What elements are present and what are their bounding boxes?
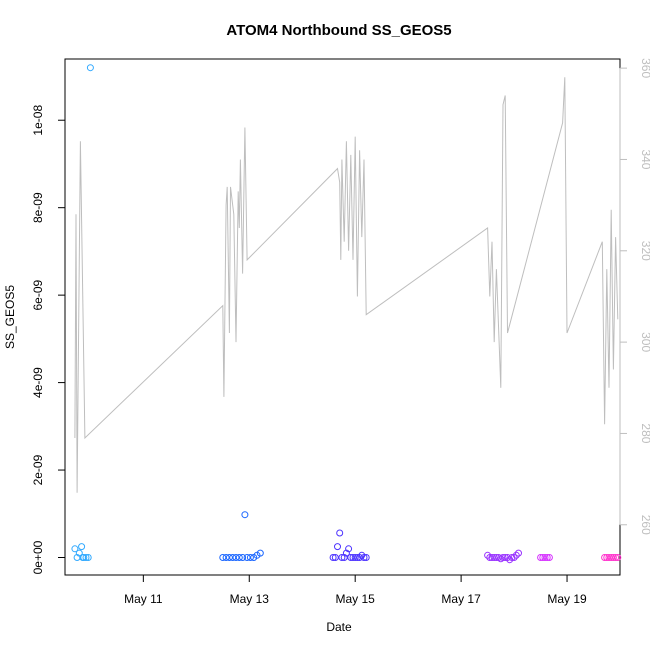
data-point: [331, 554, 339, 561]
data-point: [219, 554, 227, 561]
data-point: [484, 551, 492, 559]
data-point: [492, 554, 500, 561]
data-point: [609, 554, 617, 561]
data-point: [239, 554, 247, 561]
y-tick-label: 1e-08: [31, 105, 45, 136]
data-point: [356, 554, 364, 561]
right-y-tick-label: 320: [639, 241, 650, 261]
data-point: [607, 554, 615, 561]
data-point: [515, 549, 522, 557]
scatter-series: [71, 64, 622, 564]
data-point: [486, 554, 494, 561]
data-point: [508, 554, 516, 561]
data-point: [241, 511, 249, 519]
y-tick-label: 2e-09: [31, 454, 45, 485]
data-point: [545, 554, 553, 561]
data-point: [612, 554, 620, 561]
data-point: [537, 554, 545, 561]
y-tick-label: 0e+00: [31, 540, 45, 574]
data-point: [349, 554, 357, 561]
data-point: [351, 554, 359, 561]
right-axis-line-series: [74, 77, 619, 493]
x-axis: May 11 May 13 May 15 May 17 May 19: [124, 574, 587, 606]
y-tick-label: 6e-09: [31, 279, 45, 310]
y-tick-label: 4e-09: [31, 367, 45, 398]
y-tick-label: 8e-09: [31, 192, 45, 223]
data-point: [512, 551, 520, 559]
x-tick-label: May 11: [124, 592, 163, 606]
right-y-tick-label: 340: [639, 149, 650, 169]
data-point: [605, 554, 613, 561]
data-point: [71, 545, 79, 553]
right-y-tick-label: 360: [639, 58, 650, 78]
x-tick-label: May 15: [336, 592, 376, 606]
x-axis-label: Date: [326, 620, 352, 634]
data-point: [504, 554, 511, 561]
data-point: [358, 551, 366, 559]
data-point: [222, 554, 230, 561]
data-point: [340, 554, 348, 561]
data-point: [243, 554, 251, 561]
data-point: [78, 543, 86, 551]
data-point: [84, 554, 92, 561]
data-point: [488, 554, 496, 561]
data-point: [490, 554, 498, 561]
data-point: [86, 64, 94, 72]
right-y-tick-label: 260: [639, 515, 650, 535]
data-point: [329, 554, 337, 561]
chart-title: ATOM4 Northbound SS_GEOS5: [226, 22, 451, 39]
data-point: [541, 554, 549, 561]
data-point: [235, 554, 243, 561]
right-y-axis: 260 280 300 320 340 360: [619, 58, 650, 535]
right-y-tick-label: 280: [639, 423, 650, 443]
data-point: [499, 554, 507, 561]
right-y-tick-label: 300: [639, 332, 650, 352]
x-tick-label: May 13: [230, 592, 270, 606]
data-point: [82, 554, 90, 561]
data-point: [543, 554, 551, 561]
data-point: [75, 549, 83, 557]
data-point: [362, 554, 370, 561]
data-point: [614, 554, 622, 561]
data-point: [603, 554, 611, 561]
data-point: [510, 554, 518, 561]
y-axis: 0e+00 2e-09 4e-09 6e-09 8e-09 1e-08: [31, 105, 66, 574]
x-tick-label: May 17: [441, 592, 481, 606]
data-point: [225, 554, 233, 561]
data-point: [256, 549, 264, 557]
right-axis-line: [74, 77, 619, 493]
data-point: [342, 549, 350, 557]
data-point: [338, 554, 346, 561]
plot-frame: [64, 58, 621, 576]
data-point: [334, 543, 341, 551]
data-point: [360, 554, 368, 561]
x-tick-label: May 19: [547, 592, 587, 606]
data-point: [601, 554, 609, 561]
data-point: [539, 554, 547, 561]
y-axis-label: SS_GEOS5: [3, 285, 17, 349]
data-point: [232, 554, 240, 561]
data-point: [347, 554, 355, 561]
data-point: [353, 554, 361, 561]
data-point: [336, 529, 344, 537]
data-point: [229, 554, 237, 561]
data-point: [506, 556, 514, 564]
data-point: [345, 545, 353, 553]
data-point: [246, 554, 254, 561]
data-point: [80, 554, 88, 561]
